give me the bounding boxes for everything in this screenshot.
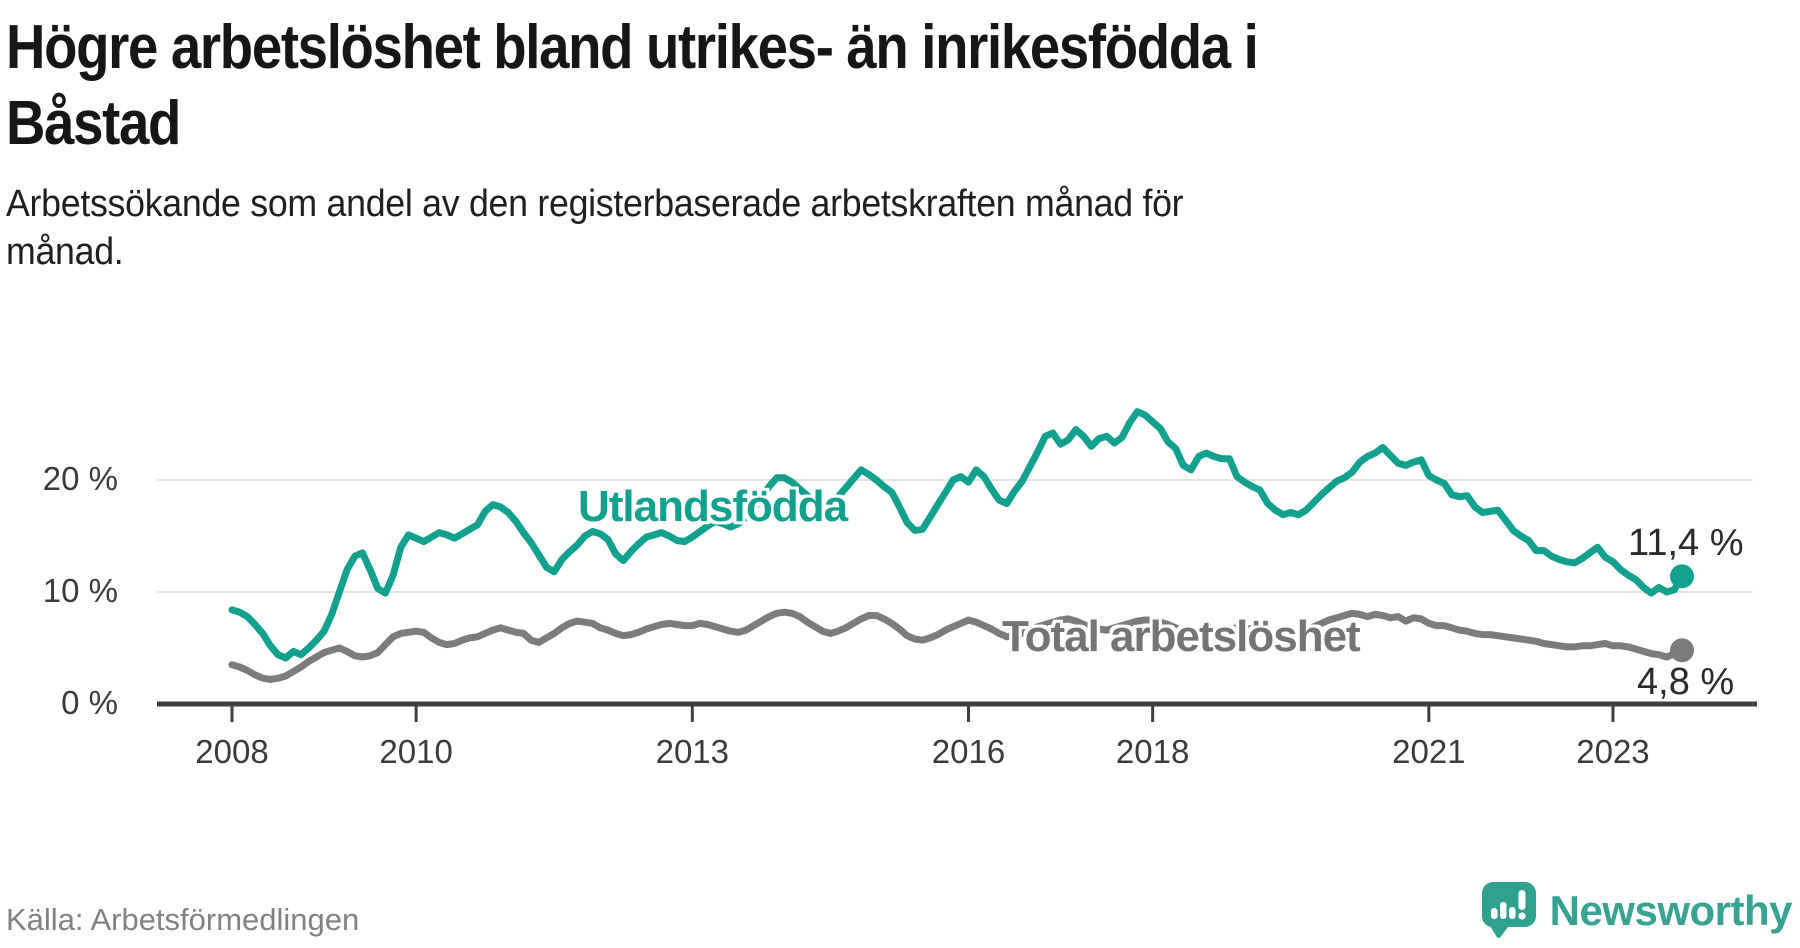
x-tick-label: 2018 (1115, 733, 1190, 770)
x-tick-label: 2013 (655, 733, 730, 770)
x-tick-label: 2023 (1576, 733, 1650, 770)
series-line-1 (228, 608, 1686, 683)
subtitle-line-1: Arbetssökande som andel av den registerb… (6, 183, 1184, 225)
series-line-0 (228, 408, 1686, 662)
x-tick-label: 2016 (931, 733, 1006, 770)
y-tick-label: 20 % (42, 460, 118, 497)
y-tick-label: 10 % (42, 572, 118, 609)
end-value-label-total: 4,8 % (1637, 661, 1735, 703)
subtitle-line-2: månad. (6, 231, 124, 273)
series-label-total-arbetsloshet: Total arbetslöshet (1002, 612, 1361, 661)
title-line-2: Båstad (6, 89, 181, 158)
x-tick-label: 2021 (1392, 733, 1466, 770)
x-tick-label: 2008 (195, 733, 269, 770)
series-end-dot-1 (1670, 638, 1695, 663)
series-end-dot-0 (1670, 564, 1695, 589)
newsworthy-logo: Newsworthy (1481, 882, 1793, 939)
x-tick-label: 2010 (379, 733, 453, 770)
series-label-utlandsfodda: Utlandsfödda (578, 482, 848, 531)
end-value-label-utlandsfodda: 11,4 % (1628, 522, 1744, 564)
y-tick-label: 0 % (61, 684, 118, 721)
source-note: Källa: Arbetsförmedlingen (6, 902, 360, 937)
title-line-1: Högre arbetslöshet bland utrikes- än inr… (6, 13, 1259, 82)
page-title: Högre arbetslöshet bland utrikes- än inr… (6, 10, 1502, 162)
newsworthy-bubble-chart-icon (1481, 882, 1536, 939)
chart-subtitle: Arbetssökande som andel av den registerb… (6, 180, 1604, 276)
newsworthy-wordmark: Newsworthy (1549, 886, 1793, 934)
